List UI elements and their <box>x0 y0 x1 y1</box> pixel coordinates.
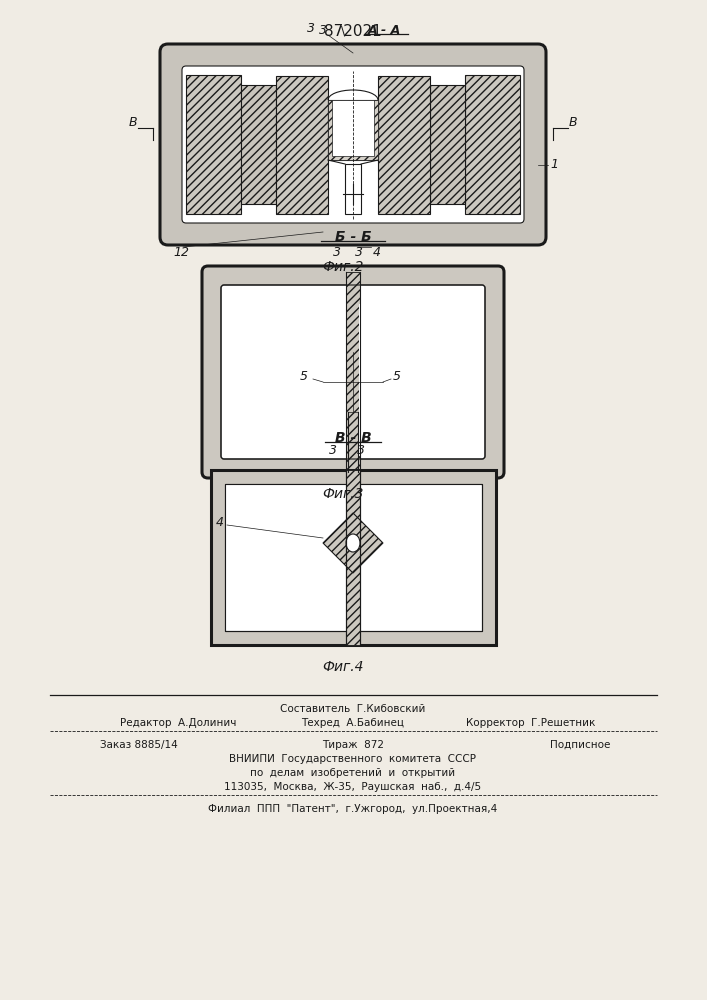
Bar <box>276 76 328 214</box>
Bar <box>224 304 347 456</box>
Bar <box>430 85 465 204</box>
Bar <box>345 164 361 214</box>
Bar <box>465 75 520 214</box>
Text: 113035,  Москва,  Ж-35,  Раушская  наб.,  д.4/5: 113035, Москва, Ж-35, Раушская наб., д.4… <box>224 782 481 792</box>
Polygon shape <box>323 513 383 573</box>
Bar <box>361 485 481 630</box>
Bar <box>226 485 346 630</box>
Bar <box>348 412 358 472</box>
Text: В - В: В - В <box>334 431 371 445</box>
Circle shape <box>323 352 383 412</box>
Bar <box>328 100 378 160</box>
Bar <box>378 76 430 214</box>
Bar <box>211 470 496 645</box>
Bar <box>359 304 482 456</box>
Text: 4: 4 <box>373 245 381 258</box>
Text: 4: 4 <box>216 516 224 530</box>
Bar <box>346 470 360 645</box>
Text: 12: 12 <box>173 245 189 258</box>
Text: Фиг.2: Фиг.2 <box>322 260 363 274</box>
FancyBboxPatch shape <box>221 285 485 459</box>
Text: 3: 3 <box>333 245 341 258</box>
Text: Заказ 8885/14: Заказ 8885/14 <box>100 740 177 750</box>
Bar <box>346 272 360 472</box>
Polygon shape <box>323 513 383 573</box>
Text: 1: 1 <box>550 158 558 172</box>
Text: Техред  А.Бабинец: Техред А.Бабинец <box>301 718 404 728</box>
FancyBboxPatch shape <box>160 44 546 245</box>
Text: 5: 5 <box>300 370 308 383</box>
Ellipse shape <box>346 534 360 552</box>
Text: В: В <box>568 115 578 128</box>
Text: 3: 3 <box>355 245 363 258</box>
Bar <box>241 85 276 204</box>
Bar <box>211 470 496 645</box>
Text: Корректор  Г.Решетник: Корректор Г.Решетник <box>466 718 595 728</box>
Text: ВНИИПИ  Государственного  комитета  СССР: ВНИИПИ Государственного комитета СССР <box>230 754 477 764</box>
Text: 3: 3 <box>319 24 327 37</box>
Bar <box>225 484 482 631</box>
Bar <box>346 470 360 645</box>
Text: Редактор  А.Долинич: Редактор А.Долинич <box>120 718 236 728</box>
Text: по  делам  изобретений  и  открытий: по делам изобретений и открытий <box>250 768 455 778</box>
Ellipse shape <box>346 534 360 552</box>
Text: 3: 3 <box>307 22 315 35</box>
Text: В: В <box>129 115 137 128</box>
Text: 3: 3 <box>357 444 365 458</box>
Text: 3: 3 <box>329 444 337 458</box>
Bar <box>328 100 378 160</box>
Text: Тираж  872: Тираж 872 <box>322 740 384 750</box>
Bar <box>225 484 482 631</box>
Text: 5: 5 <box>393 370 401 383</box>
Text: 872021: 872021 <box>324 24 382 39</box>
Text: Составитель  Г.Кибовский: Составитель Г.Кибовский <box>280 704 426 714</box>
Text: Б - Б: Б - Б <box>334 230 371 244</box>
FancyBboxPatch shape <box>182 66 524 223</box>
Text: Подписное: Подписное <box>549 740 610 750</box>
Bar <box>186 75 241 214</box>
Text: Фиг.4: Фиг.4 <box>322 660 363 674</box>
FancyBboxPatch shape <box>202 266 504 478</box>
Text: А - А: А - А <box>368 24 402 37</box>
Circle shape <box>343 372 363 392</box>
Text: Фиг.3: Фиг.3 <box>322 487 363 501</box>
Text: Филиал  ППП  "Патент",  г.Ужгород,  ул.Проектная,4: Филиал ППП "Патент", г.Ужгород, ул.Проек… <box>209 804 498 814</box>
Bar <box>346 272 360 472</box>
Circle shape <box>333 362 373 402</box>
Text: \: \ <box>341 24 345 37</box>
Bar <box>332 100 374 156</box>
